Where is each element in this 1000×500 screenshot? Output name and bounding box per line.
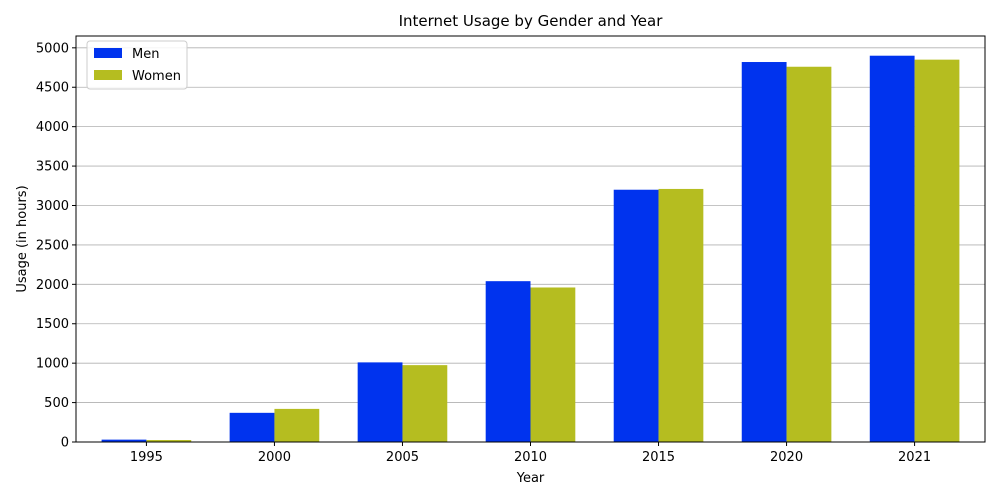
legend-swatch-women [94,70,122,80]
y-tick-label: 5000 [36,41,69,56]
bar-women-2015 [658,188,704,442]
x-tick-label: 2000 [258,450,291,465]
bar-men-1995 [101,439,147,442]
x-tick-label: 2015 [642,450,675,465]
y-tick-label: 4500 [36,81,69,96]
bar-men-2005 [357,362,403,442]
x-axis-ticks: 1995 2000 2005 2010 2015 2020 2021 [130,442,931,465]
bar-men-2010 [485,281,531,442]
y-tick-label: 3500 [36,160,69,175]
y-axis-ticks: 0 500 1000 1500 2000 2500 3000 3500 4000 4500 5000 [36,41,76,451]
bar-women-2000 [274,408,320,442]
legend-label-women: Women [132,69,181,84]
x-tick-label: 2005 [386,450,419,465]
bar-men-2020 [741,62,787,442]
bar-women-2020 [786,66,832,442]
x-tick-label: 1995 [130,450,163,465]
y-tick-label: 2000 [36,278,69,293]
bar-men-2015 [613,189,659,442]
x-tick-label: 2010 [514,450,547,465]
bars-group [101,55,960,443]
y-tick-label: 1000 [36,357,69,372]
chart-title: Internet Usage by Gender and Year [399,12,664,30]
bar-women-2005 [402,365,448,442]
bar-women-2010 [530,287,576,442]
y-tick-label: 4000 [36,120,69,135]
y-tick-label: 500 [44,396,69,411]
y-tick-label: 1500 [36,317,69,332]
legend: Men Women [86,40,188,90]
y-tick-label: 3000 [36,199,69,214]
bar-men-2000 [229,412,275,442]
y-tick-label: 2500 [36,238,69,253]
bar-women-1995 [146,440,192,442]
bar-men-2021 [869,55,915,442]
bar-women-2021 [914,59,960,443]
legend-swatch-men [94,48,122,58]
x-tick-label: 2020 [770,450,803,465]
y-axis-label: Usage (in hours) [15,185,30,292]
x-axis-label: Year [516,471,545,486]
y-tick-label: 0 [61,436,69,451]
x-tick-label: 2021 [898,450,931,465]
legend-label-men: Men [132,47,159,62]
